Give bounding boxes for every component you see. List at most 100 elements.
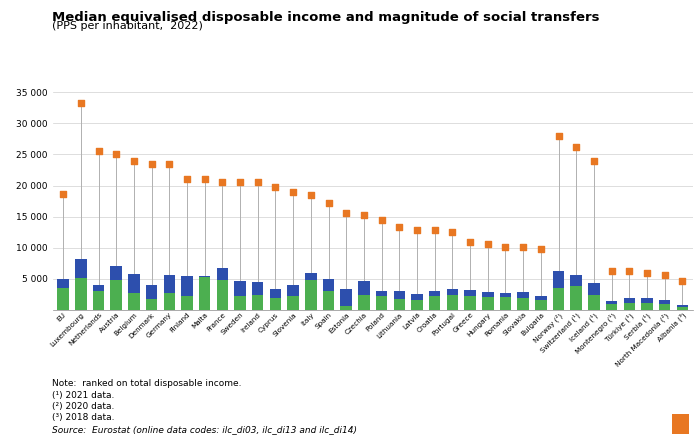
Bar <box>517 292 529 298</box>
Bar <box>358 295 370 310</box>
Bar <box>411 299 423 310</box>
Point <box>500 244 511 251</box>
Bar <box>482 297 493 310</box>
Bar <box>659 304 671 310</box>
Point <box>553 132 564 139</box>
Bar <box>146 285 158 299</box>
Bar <box>671 414 690 434</box>
Bar <box>323 291 335 310</box>
Point <box>536 245 547 253</box>
Bar <box>606 304 617 310</box>
Bar <box>305 273 316 280</box>
Bar <box>500 293 511 297</box>
Text: (²) 2020 data.: (²) 2020 data. <box>52 402 115 411</box>
Bar <box>535 300 547 310</box>
Bar <box>164 293 175 310</box>
Text: eurostat: eurostat <box>594 417 654 430</box>
Point <box>217 178 228 185</box>
Point <box>641 269 652 276</box>
Bar <box>429 291 440 296</box>
Bar <box>553 271 564 288</box>
Bar <box>75 259 87 278</box>
Bar <box>252 295 263 310</box>
Point <box>146 160 158 167</box>
Text: (¹) 2021 data.: (¹) 2021 data. <box>52 391 115 400</box>
Bar <box>181 276 193 296</box>
Point <box>570 144 582 151</box>
Bar <box>677 307 688 310</box>
Bar <box>234 296 246 310</box>
Point <box>341 210 352 217</box>
Bar <box>216 280 228 310</box>
Bar <box>517 298 529 310</box>
Bar <box>393 299 405 310</box>
Text: Median equivalised disposable income and magnitude of social transfers: Median equivalised disposable income and… <box>52 11 600 24</box>
Point <box>588 158 599 165</box>
Point <box>482 241 493 248</box>
Bar <box>429 296 440 310</box>
Bar <box>340 306 352 310</box>
Point <box>517 244 528 251</box>
Bar <box>606 301 617 304</box>
Point <box>358 212 370 219</box>
Bar <box>641 298 652 303</box>
Bar <box>376 291 387 296</box>
Point <box>624 268 635 275</box>
Point <box>305 191 316 198</box>
Bar <box>128 274 139 293</box>
Point <box>323 199 334 206</box>
Point <box>376 216 387 223</box>
Point <box>606 267 617 274</box>
Bar <box>288 285 299 296</box>
Point <box>270 184 281 191</box>
Bar <box>252 282 263 295</box>
Bar <box>553 288 564 310</box>
Text: (³) 2018 data.: (³) 2018 data. <box>52 413 115 422</box>
Bar <box>677 305 688 307</box>
Bar <box>93 285 104 291</box>
Text: Note:  ranked on total disposable income.: Note: ranked on total disposable income. <box>52 379 242 388</box>
Bar <box>146 299 158 310</box>
Bar <box>535 296 547 300</box>
Bar <box>376 296 387 310</box>
Point <box>111 151 122 158</box>
Point <box>181 176 193 183</box>
Bar <box>93 291 104 310</box>
Bar <box>411 294 423 299</box>
Bar <box>340 289 352 306</box>
Point <box>57 190 69 197</box>
Bar <box>570 275 582 287</box>
Bar <box>270 289 281 298</box>
Bar <box>270 298 281 310</box>
Bar <box>624 298 635 303</box>
Point <box>447 228 458 235</box>
Text: Source:  Eurostat (online data codes: ilc_di03, ilc_di13 and ilc_di14): Source: Eurostat (online data codes: ilc… <box>52 425 358 434</box>
Point <box>234 178 246 185</box>
Point <box>677 278 688 285</box>
Bar <box>588 283 600 295</box>
Point <box>659 271 671 278</box>
Bar <box>164 275 175 293</box>
Point <box>465 238 476 245</box>
Point <box>128 157 139 164</box>
Bar <box>111 266 122 280</box>
Bar <box>111 280 122 310</box>
Point <box>93 148 104 155</box>
Bar <box>464 296 476 310</box>
Bar <box>641 303 652 310</box>
Bar <box>288 296 299 310</box>
Bar <box>570 287 582 310</box>
Bar <box>75 278 87 310</box>
Bar <box>181 296 193 310</box>
Bar <box>57 288 69 310</box>
Point <box>393 224 405 231</box>
Text: (PPS per inhabitant,  2022): (PPS per inhabitant, 2022) <box>52 21 204 31</box>
Bar <box>393 291 405 299</box>
Point <box>288 189 299 196</box>
Point <box>164 160 175 167</box>
Point <box>412 226 423 233</box>
Bar <box>305 280 316 310</box>
Point <box>75 100 86 107</box>
Bar <box>588 295 600 310</box>
Bar <box>199 277 211 310</box>
